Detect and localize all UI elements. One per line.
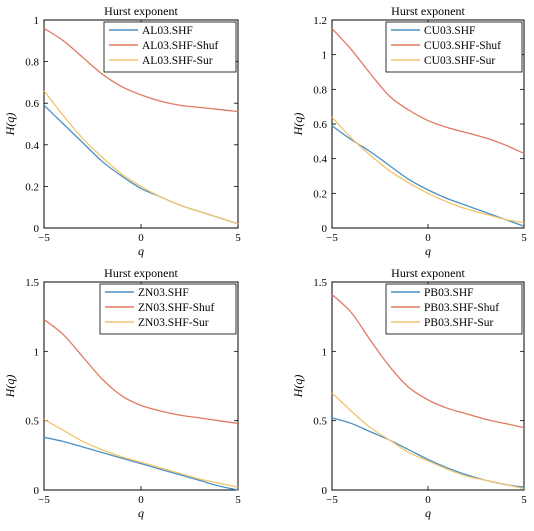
y-axis-label: H(q) xyxy=(3,375,17,399)
y-tick-label: 0.5 xyxy=(313,416,327,428)
y-tick-label: 0.4 xyxy=(25,140,39,152)
legend-label: CU03.SHF-Shuf xyxy=(424,40,501,52)
chart-title: Hurst exponent xyxy=(391,4,465,18)
y-tick-label: 0.2 xyxy=(25,181,39,193)
x-tick-label: 0 xyxy=(138,494,144,506)
y-tick-label: 0 xyxy=(322,485,328,497)
series-line xyxy=(331,294,525,429)
x-tick-label: 0 xyxy=(138,232,144,244)
x-axis-label: q xyxy=(425,506,431,520)
x-tick-label: 5 xyxy=(235,494,241,506)
series-line xyxy=(43,318,239,425)
series-line xyxy=(331,116,525,224)
x-tick-label: 5 xyxy=(521,494,527,506)
y-axis-label: H(q) xyxy=(291,375,305,399)
legend-label: PB03.SHF-Sur xyxy=(424,317,494,329)
chart-al03: Hurst exponent−5 0 500.20.40.60.81qH(q)AL0… xyxy=(3,4,241,258)
chart-cu03: Hurst exponent−5 0 500.20.40.60.811.2qH(q)… xyxy=(291,4,527,258)
x-tick-label: −5 xyxy=(326,494,338,506)
series-line xyxy=(331,417,525,488)
legend-label: AL03.SHF-Sur xyxy=(142,55,213,67)
y-tick-label: 0.4 xyxy=(313,154,327,166)
y-tick-label: 0 xyxy=(34,223,40,235)
y-tick-label: 0.8 xyxy=(313,84,327,96)
x-tick-label: −5 xyxy=(38,494,50,506)
y-tick-label: 1.5 xyxy=(313,277,327,289)
series-line xyxy=(331,28,525,155)
series-line xyxy=(331,392,525,490)
series-line xyxy=(43,418,239,488)
legend-label: AL03.SHF xyxy=(142,25,193,37)
y-tick-label: 0.2 xyxy=(313,188,327,200)
y-tick-label: 0.5 xyxy=(25,416,39,428)
x-tick-label: 0 xyxy=(425,494,431,506)
chart-title: Hurst exponent xyxy=(104,4,178,18)
legend-label: CU03.SHF xyxy=(424,25,475,37)
x-axis-label: q xyxy=(138,244,144,258)
y-tick-label: 0.8 xyxy=(25,57,39,69)
chart-zn03: Hurst exponent−5 0 500.511.5qH(q)ZN03.SHFZ… xyxy=(3,266,241,520)
y-tick-label: 1.5 xyxy=(25,277,39,289)
legend-label: CU03.SHF-Sur xyxy=(424,55,495,67)
chart-title: Hurst exponent xyxy=(104,266,178,280)
y-tick-label: 1 xyxy=(34,15,40,27)
y-tick-label: 1 xyxy=(322,50,328,62)
y-tick-label: 1.2 xyxy=(313,15,327,27)
y-tick-label: 0.6 xyxy=(25,98,39,110)
y-tick-label: 1 xyxy=(34,346,40,358)
y-tick-label: 0.6 xyxy=(313,119,327,131)
legend-label: ZN03.SHF-Sur xyxy=(138,317,209,329)
series-line xyxy=(43,436,239,491)
x-axis-label: q xyxy=(425,244,431,258)
x-axis-label: q xyxy=(138,506,144,520)
chart-pb03: Hurst exponent−5 0 500.511.5qH(q)PB03.SHFP… xyxy=(291,266,527,520)
series-line xyxy=(43,90,239,225)
x-tick-label: −5 xyxy=(326,232,338,244)
y-tick-label: 1 xyxy=(322,346,328,358)
series-line xyxy=(43,27,239,113)
chart-title: Hurst exponent xyxy=(391,266,465,280)
x-tick-label: −5 xyxy=(38,232,50,244)
x-tick-label: 5 xyxy=(521,232,527,244)
x-tick-label: 5 xyxy=(235,232,241,244)
series-line xyxy=(331,125,525,227)
y-tick-label: 0 xyxy=(34,485,40,497)
y-axis-label: H(q) xyxy=(3,113,17,137)
series-line xyxy=(43,104,239,225)
legend-label: ZN03.SHF-Shuf xyxy=(138,302,215,314)
legend-label: ZN03.SHF xyxy=(138,287,189,299)
y-axis-label: H(q) xyxy=(291,113,305,137)
x-tick-label: 0 xyxy=(425,232,431,244)
y-tick-label: 0 xyxy=(322,223,328,235)
legend-label: PB03.SHF-Shuf xyxy=(424,302,499,314)
legend-label: AL03.SHF-Shuf xyxy=(142,40,219,52)
legend-label: PB03.SHF xyxy=(424,287,474,299)
